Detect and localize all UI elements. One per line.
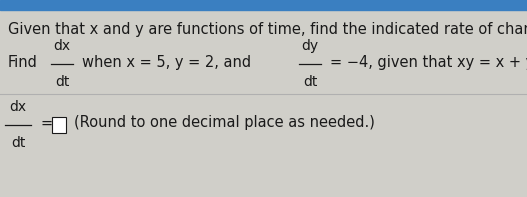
Text: dx: dx	[53, 39, 71, 53]
Text: Find: Find	[8, 55, 38, 70]
Text: dx: dx	[9, 100, 26, 114]
Text: dt: dt	[303, 75, 317, 89]
Bar	[0, 0, 527, 10]
Text: when x = 5, y = 2, and: when x = 5, y = 2, and	[82, 55, 251, 70]
Text: dt: dt	[11, 136, 25, 150]
Text: (Round to one decimal place as needed.): (Round to one decimal place as needed.)	[74, 115, 375, 130]
Text: =: =	[40, 115, 52, 130]
Text: dt: dt	[55, 75, 69, 89]
Text: = −4, given that xy = x + y.: = −4, given that xy = x + y.	[330, 55, 527, 70]
Text: dy: dy	[301, 39, 318, 53]
Text: Given that x and y are functions of time, find the indicated rate of change.: Given that x and y are functions of time…	[8, 22, 527, 37]
Bar	[52, 117, 66, 133]
